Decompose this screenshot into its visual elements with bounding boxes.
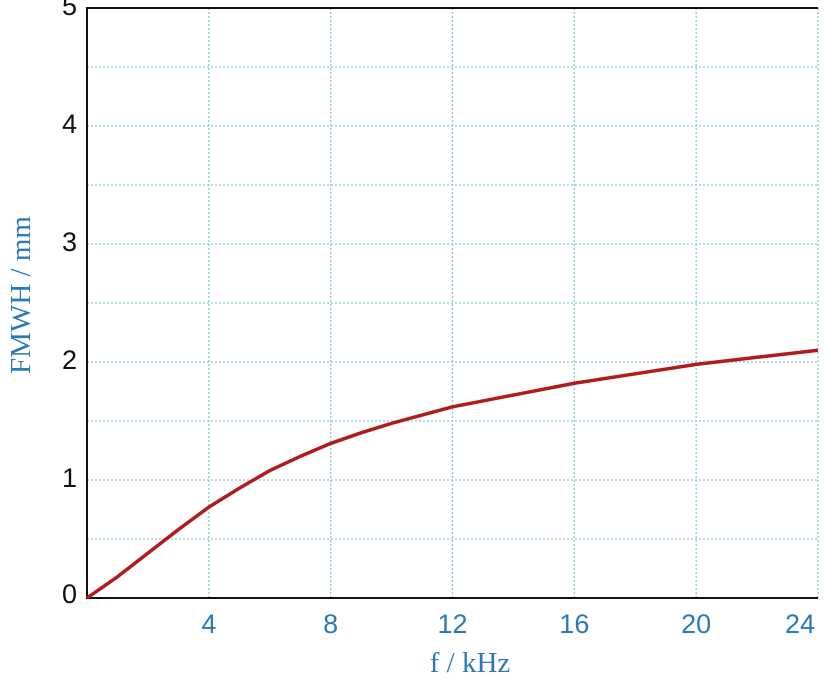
x-tick-label: 4 bbox=[201, 609, 216, 639]
y-tick-label: 3 bbox=[62, 227, 77, 257]
x-tick-label: 20 bbox=[681, 609, 711, 639]
x-tick-label: 8 bbox=[323, 609, 338, 639]
y-tick-label: 0 bbox=[62, 579, 77, 609]
y-tick-label: 5 bbox=[62, 0, 77, 21]
y-tick-label: 4 bbox=[62, 109, 77, 139]
axis-frame bbox=[86, 7, 818, 599]
x-tick-label: 24 bbox=[785, 609, 815, 639]
y-tick-label: 1 bbox=[62, 463, 77, 493]
y-tick-label: 2 bbox=[62, 345, 77, 375]
x-tick-label: 12 bbox=[437, 609, 467, 639]
x-axis-label: f / kHz bbox=[430, 647, 511, 679]
y-axis-label: FMWH / mm bbox=[5, 216, 37, 374]
x-tick-label: 16 bbox=[559, 609, 589, 639]
data-line bbox=[85, 348, 819, 600]
